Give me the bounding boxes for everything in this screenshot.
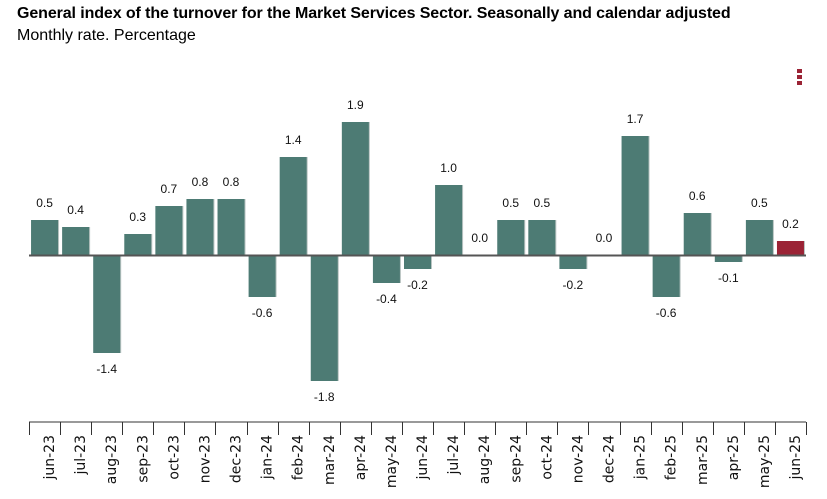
bar-aug-23[interactable] (93, 255, 121, 353)
bar-nov-23[interactable] (186, 199, 214, 255)
bar-jul-23[interactable] (62, 227, 90, 255)
bar-dec-23[interactable] (217, 199, 245, 255)
data-label: 0.5 (502, 196, 519, 210)
x-tick-label: feb-24 (291, 435, 307, 480)
x-tick-label: feb-25 (664, 435, 680, 480)
x-tick-label: nov-23 (197, 435, 213, 483)
x-tick-label: jan-25 (633, 435, 649, 480)
data-label: 0.5 (36, 196, 53, 210)
data-label: -0.2 (563, 278, 584, 292)
x-tick-label: dec-23 (229, 435, 245, 483)
x-tick-label: mar-24 (322, 435, 338, 485)
x-tick-label: mar-25 (695, 435, 711, 485)
bar-apr-25[interactable] (714, 255, 742, 262)
bar-oct-24[interactable] (528, 220, 556, 255)
data-label: -0.1 (718, 271, 739, 285)
data-label: 1.4 (285, 133, 302, 147)
x-tick-label: jun-23 (42, 435, 58, 481)
x-tick-label: jul-23 (73, 435, 89, 476)
bar-mar-24[interactable] (310, 255, 338, 381)
bar-may-25[interactable] (745, 220, 773, 255)
data-label: 1.0 (440, 161, 457, 175)
data-label: 1.7 (627, 112, 644, 126)
x-axis: jun-23 jul-23 aug-23 sep-23 oct-23 nov-23 dec-… (29, 421, 807, 488)
x-tick-label: jun-25 (788, 435, 804, 481)
data-label: 0.0 (596, 231, 613, 245)
x-tick-label: jul-24 (446, 435, 462, 476)
data-label: 0.0 (471, 231, 488, 245)
bar-feb-25[interactable] (652, 255, 680, 297)
data-label: -0.6 (252, 306, 273, 320)
bar-nov-24[interactable] (559, 255, 587, 269)
chart-title: General index of the turnover for the Ma… (17, 5, 731, 22)
bar-jan-24[interactable] (248, 255, 276, 297)
bar-feb-24[interactable] (279, 157, 307, 255)
x-tick-label: aug-23 (104, 435, 120, 484)
x-tick-label: jan-24 (260, 435, 276, 480)
bar-apr-24[interactable] (341, 122, 369, 255)
x-tick-label: may-25 (757, 435, 773, 488)
data-label: 0.2 (782, 217, 799, 231)
x-tick-label: apr-25 (726, 435, 742, 480)
data-label: 0.3 (129, 210, 146, 224)
data-label: -1.4 (96, 362, 117, 376)
data-label: -0.4 (376, 292, 397, 306)
data-label: 1.9 (347, 98, 364, 112)
data-label: 0.5 (751, 196, 768, 210)
x-tick-label: sep-24 (508, 435, 524, 483)
bar-jul-24[interactable] (435, 185, 463, 255)
data-labels-group: 0.5 0.4 -1.4 0.3 0.7 0.8 0.8 -0.6 1.4 -1.8 1.9 -0.4… (36, 98, 799, 404)
bar-may-24[interactable] (372, 255, 400, 283)
bar-sep-24[interactable] (497, 220, 525, 255)
data-label: 0.7 (161, 182, 178, 196)
kebab-menu-icon[interactable] (797, 69, 803, 87)
x-tick-label: oct-23 (166, 435, 182, 480)
x-tick-label: sep-23 (135, 435, 151, 483)
x-tick-label: nov-24 (570, 435, 586, 483)
data-label: -0.6 (656, 306, 677, 320)
x-tick-label: aug-24 (477, 435, 493, 484)
bar-mar-25[interactable] (683, 213, 711, 255)
chart-subtitle: Monthly rate. Percentage (17, 27, 196, 44)
x-tick-label: jun-24 (415, 435, 431, 481)
data-label: -1.8 (314, 390, 335, 404)
data-label: 0.4 (67, 203, 84, 217)
data-label: -0.2 (407, 278, 428, 292)
bars-group (31, 122, 805, 381)
x-tick-label: apr-24 (353, 435, 369, 480)
x-tick-label: dec-24 (602, 435, 618, 483)
x-tick-label: may-24 (384, 435, 400, 488)
bar-jan-25[interactable] (621, 136, 649, 255)
bar-oct-23[interactable] (155, 206, 183, 255)
data-label: 0.8 (192, 175, 209, 189)
bar-jun-25[interactable] (776, 241, 804, 255)
bar-jun-23[interactable] (31, 220, 59, 255)
x-tick-label: oct-24 (539, 435, 555, 480)
data-label: 0.5 (533, 196, 550, 210)
data-label: 0.8 (223, 175, 240, 189)
bar-sep-23[interactable] (124, 234, 152, 255)
data-label: 0.6 (689, 189, 706, 203)
bar-jun-24[interactable] (404, 255, 431, 269)
